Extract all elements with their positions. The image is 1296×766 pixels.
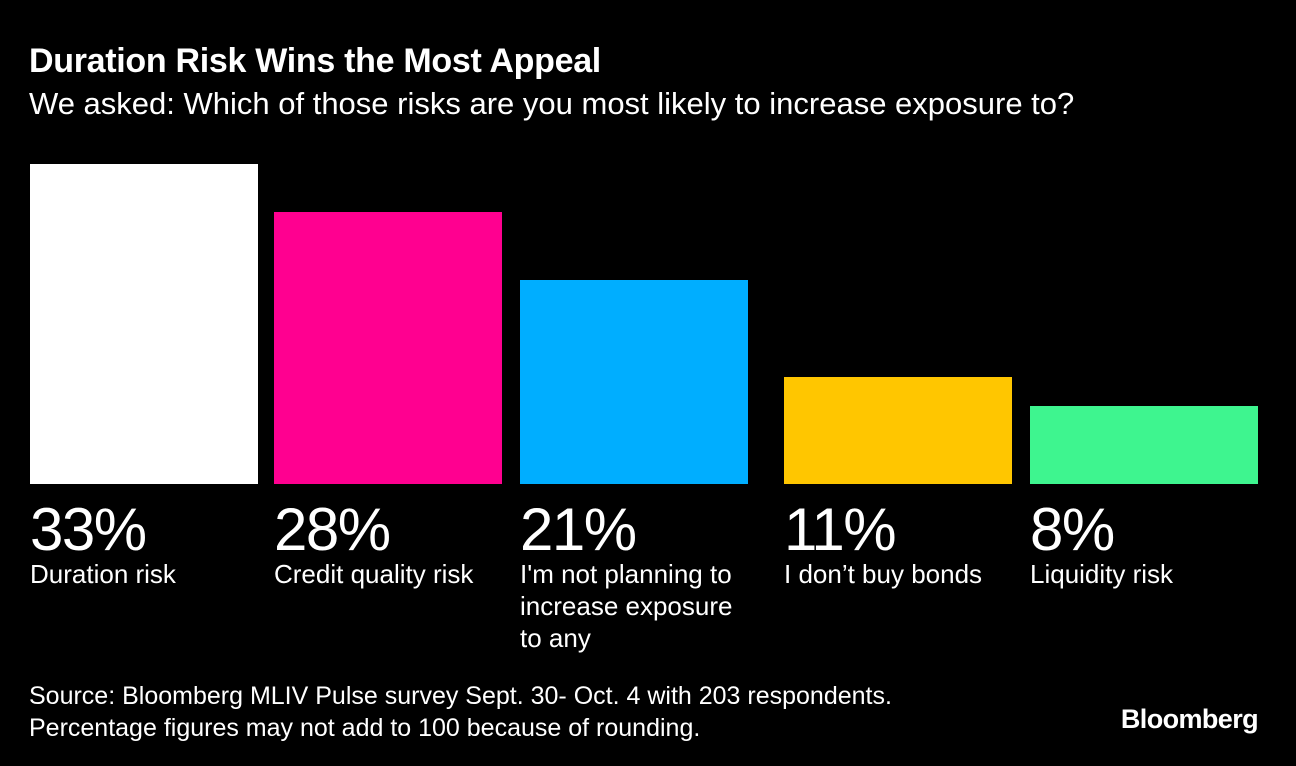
- category-label: Liquidity risk: [1030, 559, 1174, 589]
- category-label: I'm not planning to increase exposure to…: [520, 559, 733, 653]
- source-note: Source: Bloomberg MLIV Pulse survey Sept…: [29, 680, 1029, 744]
- bar-5: [1030, 406, 1258, 484]
- bar-value-label: 11%: [784, 496, 897, 563]
- category-label: Credit quality risk: [274, 559, 474, 589]
- bar-1: [30, 164, 258, 484]
- bloomberg-logo: Bloomberg: [1120, 704, 1259, 734]
- bar-4: [784, 377, 1012, 484]
- source-line: Source: Bloomberg MLIV Pulse survey Sept…: [29, 682, 892, 710]
- category-label: I don’t buy bonds: [784, 559, 983, 589]
- rounding-note: Percentage figures may not add to 100 be…: [29, 714, 701, 742]
- bar-value-label: 28%: [274, 496, 391, 563]
- chart-title: Duration Risk Wins the Most Appeal: [29, 42, 601, 80]
- bar-2: [274, 212, 502, 484]
- category-label: Duration risk: [30, 559, 176, 589]
- bar-value-label: 21%: [520, 496, 637, 563]
- bar-value-label: 33%: [30, 496, 147, 563]
- bar-3: [520, 280, 748, 484]
- bar-value-label: 8%: [1030, 496, 1115, 563]
- chart-subtitle: We asked: Which of those risks are you m…: [29, 86, 1075, 121]
